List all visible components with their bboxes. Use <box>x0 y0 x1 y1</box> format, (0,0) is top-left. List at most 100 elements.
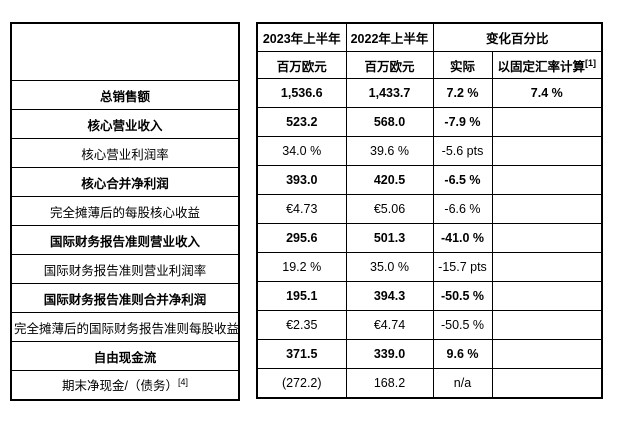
value-2022: 35.0 % <box>345 252 434 282</box>
value-2022: 568.0 <box>345 107 434 137</box>
row-label-text: 核心合并净利润 <box>81 176 169 191</box>
row-label: 国际财务报告准则营业收入 <box>10 225 240 255</box>
row-label: 核心营业利润率 <box>10 138 240 168</box>
table-row: 295.6 501.3 -41.0 % <box>256 223 603 253</box>
value-2023: 295.6 <box>256 223 347 253</box>
header-unit-2022: 百万欧元 <box>345 51 434 79</box>
value-2023: 195.1 <box>256 281 347 311</box>
label-row: 国际财务报告准则合并净利润 <box>10 283 240 313</box>
value-2022: 39.6 % <box>345 136 434 166</box>
header-2022-h1: 2022年上半年 <box>345 22 434 52</box>
value-2023: 393.0 <box>256 165 347 195</box>
row-label-text: 期末净现金/（债务） <box>62 379 178 394</box>
value-constant-currency-change <box>491 165 603 195</box>
value-constant-currency-change <box>491 223 603 253</box>
value-actual-change: -15.7 pts <box>432 252 493 282</box>
label-row: 总销售额 <box>10 80 240 110</box>
row-label: 核心营业收入 <box>10 109 240 139</box>
footnote-ref: [4] <box>177 377 188 388</box>
header-constant-currency: 以固定汇率计算[1] <box>491 51 603 79</box>
value-constant-currency-change: 7.4 % <box>491 78 603 108</box>
label-header-row <box>10 22 240 81</box>
value-constant-currency-change <box>491 339 603 369</box>
row-label-text: 完全摊薄后的国际财务报告准则每股收益 <box>14 321 239 336</box>
value-actual-change: -7.9 % <box>432 107 493 137</box>
row-label-text: 国际财务报告准则营业收入 <box>49 234 200 249</box>
value-actual-change: -50.5 % <box>432 281 493 311</box>
value-constant-currency-change <box>491 310 603 340</box>
row-label: 总销售额 <box>10 80 240 110</box>
table-row: €4.73 €5.06 -6.6 % <box>256 194 603 224</box>
table-row: 34.0 % 39.6 % -5.6 pts <box>256 136 603 166</box>
value-actual-change: -41.0 % <box>432 223 493 253</box>
value-2023: 34.0 % <box>256 136 347 166</box>
value-2022: 1,433.7 <box>345 78 434 108</box>
header-unit-2023: 百万欧元 <box>256 51 347 79</box>
value-2022: 420.5 <box>345 165 434 195</box>
value-2023: 523.2 <box>256 107 347 137</box>
value-actual-change: 7.2 % <box>432 78 493 108</box>
row-label: 自由现金流 <box>10 341 240 371</box>
header-constant-currency-label: 以固定汇率计算 <box>497 59 586 74</box>
value-2022: 501.3 <box>345 223 434 253</box>
value-2022: €5.06 <box>345 194 434 224</box>
header-change-pct: 变化百分比 <box>432 22 603 52</box>
value-constant-currency-change <box>491 368 603 398</box>
label-row: 完全摊薄后的每股核心收益 <box>10 196 240 226</box>
row-label: 完全摊薄后的国际财务报告准则每股收益 <box>10 312 240 342</box>
table-row: 195.1 394.3 -50.5 % <box>256 281 603 311</box>
value-actual-change: 9.6 % <box>432 339 493 369</box>
table-row: 1,536.6 1,433.7 7.2 % 7.4 % <box>256 78 603 108</box>
label-row: 完全摊薄后的国际财务报告准则每股收益 <box>10 312 240 342</box>
value-2022: 394.3 <box>345 281 434 311</box>
label-row: 核心合并净利润 <box>10 167 240 197</box>
value-2023: (272.2) <box>256 368 347 398</box>
row-label: 完全摊薄后的每股核心收益 <box>10 196 240 226</box>
value-constant-currency-change <box>491 281 603 311</box>
value-actual-change: -6.5 % <box>432 165 493 195</box>
table-row: 393.0 420.5 -6.5 % <box>256 165 603 195</box>
corner-cell <box>10 22 240 81</box>
row-label-text: 国际财务报告准则合并净利润 <box>43 292 207 307</box>
metrics-data-body: 1,536.6 1,433.7 7.2 % 7.4 % 523.2 568.0 … <box>256 78 603 398</box>
row-label: 国际财务报告准则合并净利润 <box>10 283 240 313</box>
label-row: 核心营业收入 <box>10 109 240 139</box>
table-row: 371.5 339.0 9.6 % <box>256 339 603 369</box>
row-label: 核心合并净利润 <box>10 167 240 197</box>
row-label-text: 核心营业收入 <box>87 118 163 133</box>
header-unit-row: 百万欧元 百万欧元 实际 以固定汇率计算[1] <box>256 51 603 79</box>
value-2022: 339.0 <box>345 339 434 369</box>
footnote-ref-1: [1] <box>585 57 597 68</box>
table-row: (272.2) 168.2 n/a <box>256 368 603 398</box>
label-row: 自由现金流 <box>10 341 240 371</box>
metrics-label-body: 总销售额 核心营业收入 核心营业利润率 核心合并净利润 完全摊薄后的每股核心收益… <box>10 22 240 400</box>
value-2023: 371.5 <box>256 339 347 369</box>
row-label: 期末净现金/（债务）[4] <box>10 370 240 400</box>
value-2023: 1,536.6 <box>256 78 347 108</box>
header-2023-h1: 2023年上半年 <box>256 22 347 52</box>
data-table-header: 2023年上半年 2022年上半年 变化百分比 百万欧元 百万欧元 实际 以固定… <box>256 22 603 79</box>
label-row: 核心营业利润率 <box>10 138 240 168</box>
value-constant-currency-change <box>491 252 603 282</box>
table-row: 19.2 % 35.0 % -15.7 pts <box>256 252 603 282</box>
row-label: 国际财务报告准则营业利润率 <box>10 254 240 284</box>
value-actual-change: -5.6 pts <box>432 136 493 166</box>
label-row: 期末净现金/（债务）[4] <box>10 370 240 400</box>
header-actual: 实际 <box>432 51 493 79</box>
label-row: 国际财务报告准则营业收入 <box>10 225 240 255</box>
value-2022: 168.2 <box>345 368 434 398</box>
value-2023: 19.2 % <box>256 252 347 282</box>
value-constant-currency-change <box>491 136 603 166</box>
row-label-text: 国际财务报告准则营业利润率 <box>43 263 207 278</box>
value-actual-change: -6.6 % <box>432 194 493 224</box>
value-constant-currency-change <box>491 107 603 137</box>
value-2023: €4.73 <box>256 194 347 224</box>
label-row: 国际财务报告准则营业利润率 <box>10 254 240 284</box>
row-label-text: 完全摊薄后的每股核心收益 <box>49 205 200 220</box>
header-period-row: 2023年上半年 2022年上半年 变化百分比 <box>256 22 603 52</box>
value-actual-change: -50.5 % <box>432 310 493 340</box>
value-2023: €2.35 <box>256 310 347 340</box>
financial-results-table: 总销售额 核心营业收入 核心营业利润率 核心合并净利润 完全摊薄后的每股核心收益… <box>10 22 604 401</box>
metrics-data-table: 2023年上半年 2022年上半年 变化百分比 百万欧元 百万欧元 实际 以固定… <box>256 22 604 399</box>
